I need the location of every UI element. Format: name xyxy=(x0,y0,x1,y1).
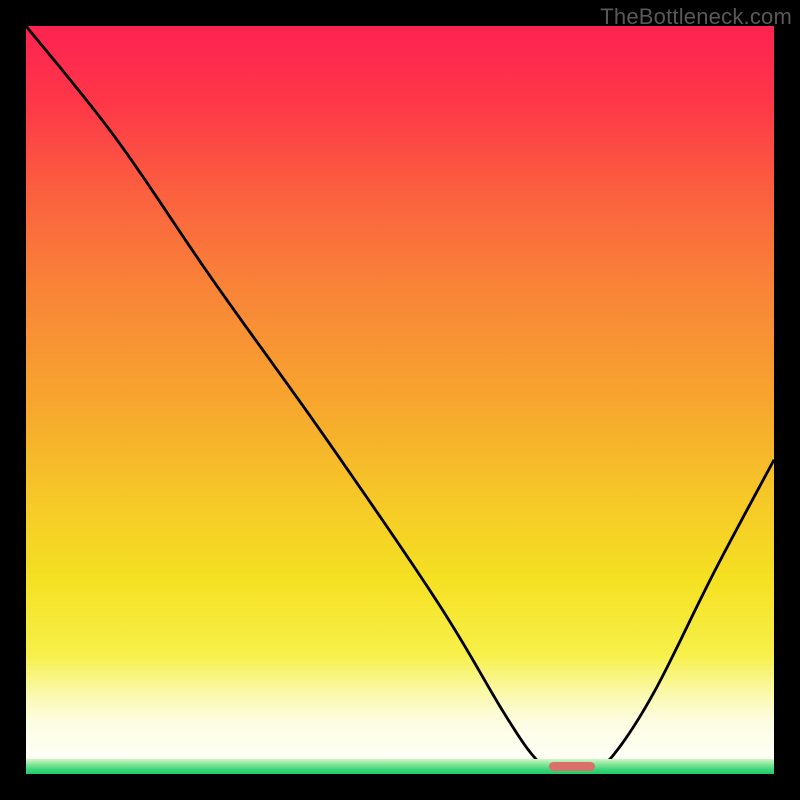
optimum-marker xyxy=(549,762,595,772)
bottleneck-curve xyxy=(26,26,774,774)
border-right xyxy=(774,0,800,800)
plot-area xyxy=(26,26,774,774)
watermark-text: TheBottleneck.com xyxy=(600,4,792,30)
green-band xyxy=(26,759,774,774)
chart-frame: TheBottleneck.com xyxy=(0,0,800,800)
border-left xyxy=(0,0,26,800)
border-bottom xyxy=(0,774,800,800)
